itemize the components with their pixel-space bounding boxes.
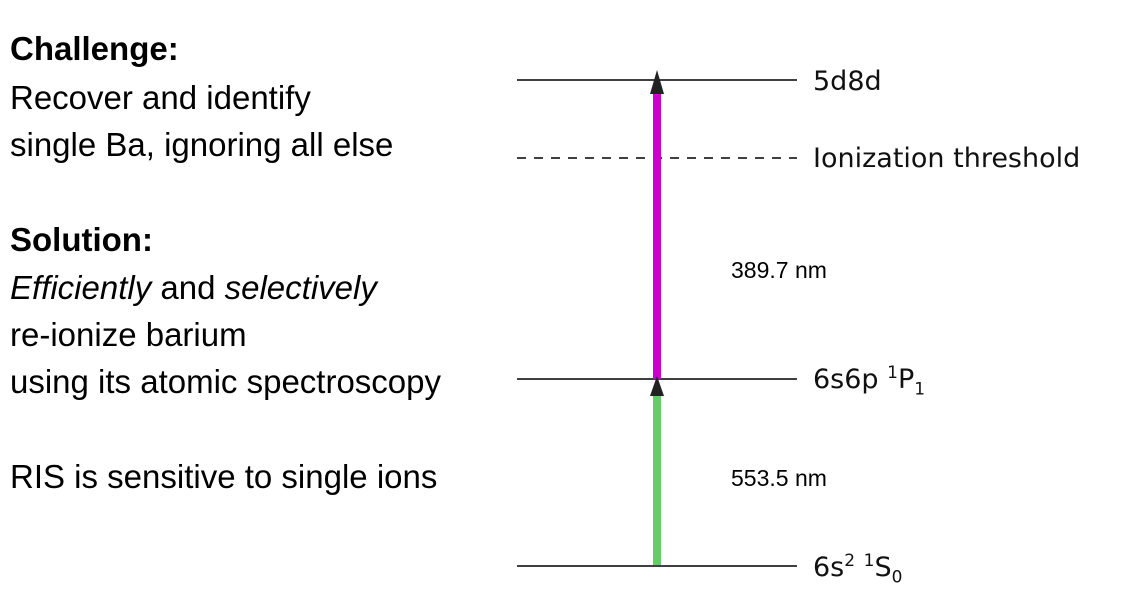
upper-arrowhead	[650, 70, 664, 94]
challenge-line-1: Recover and identify	[10, 79, 311, 116]
level-ground-space	[855, 552, 864, 583]
solution-heading: Solution:	[10, 221, 153, 258]
level-5d8d-label: 5d8d	[813, 66, 882, 97]
level-6s6p-term: P	[897, 364, 915, 395]
lower-wavelength-label: 553.5 nm	[731, 465, 827, 491]
lower-arrowhead	[650, 376, 664, 396]
level-6s6p-label: 6s6p 1P1	[813, 363, 925, 399]
level-6s6p-base: 6s6p	[813, 364, 888, 395]
solution-line-2: re-ionize barium	[10, 316, 247, 353]
level-ground-base: 6s	[813, 552, 845, 583]
upper-wavelength-label: 389.7 nm	[731, 257, 827, 283]
upper-transition-arrow	[653, 92, 661, 379]
level-ground-j: 0	[891, 567, 903, 588]
ionization-threshold-label: Ionization threshold	[813, 143, 1081, 174]
selectively-text: selectively	[224, 269, 377, 306]
level-ground-multiplicity: 1	[863, 551, 875, 571]
solution-line-3: using its atomic spectroscopy	[10, 363, 442, 400]
challenge-heading: Challenge:	[10, 30, 179, 67]
level-ground-term: S	[874, 552, 892, 583]
ris-note: RIS is sensitive to single ions	[10, 458, 438, 495]
solution-line-1: Efficiently and selectively	[10, 264, 377, 311]
level-ground-label: 6s2 1S0	[813, 551, 902, 587]
level-ground-power: 2	[844, 551, 856, 571]
challenge-line-2: single Ba, ignoring all else	[10, 126, 394, 163]
efficiently-text: Efficiently	[10, 269, 152, 306]
level-6s6p-multiplicity: 1	[887, 363, 898, 383]
level-6s6p-j: 1	[914, 379, 926, 400]
and-text: and	[151, 269, 225, 306]
lower-transition-arrow	[653, 391, 661, 565]
